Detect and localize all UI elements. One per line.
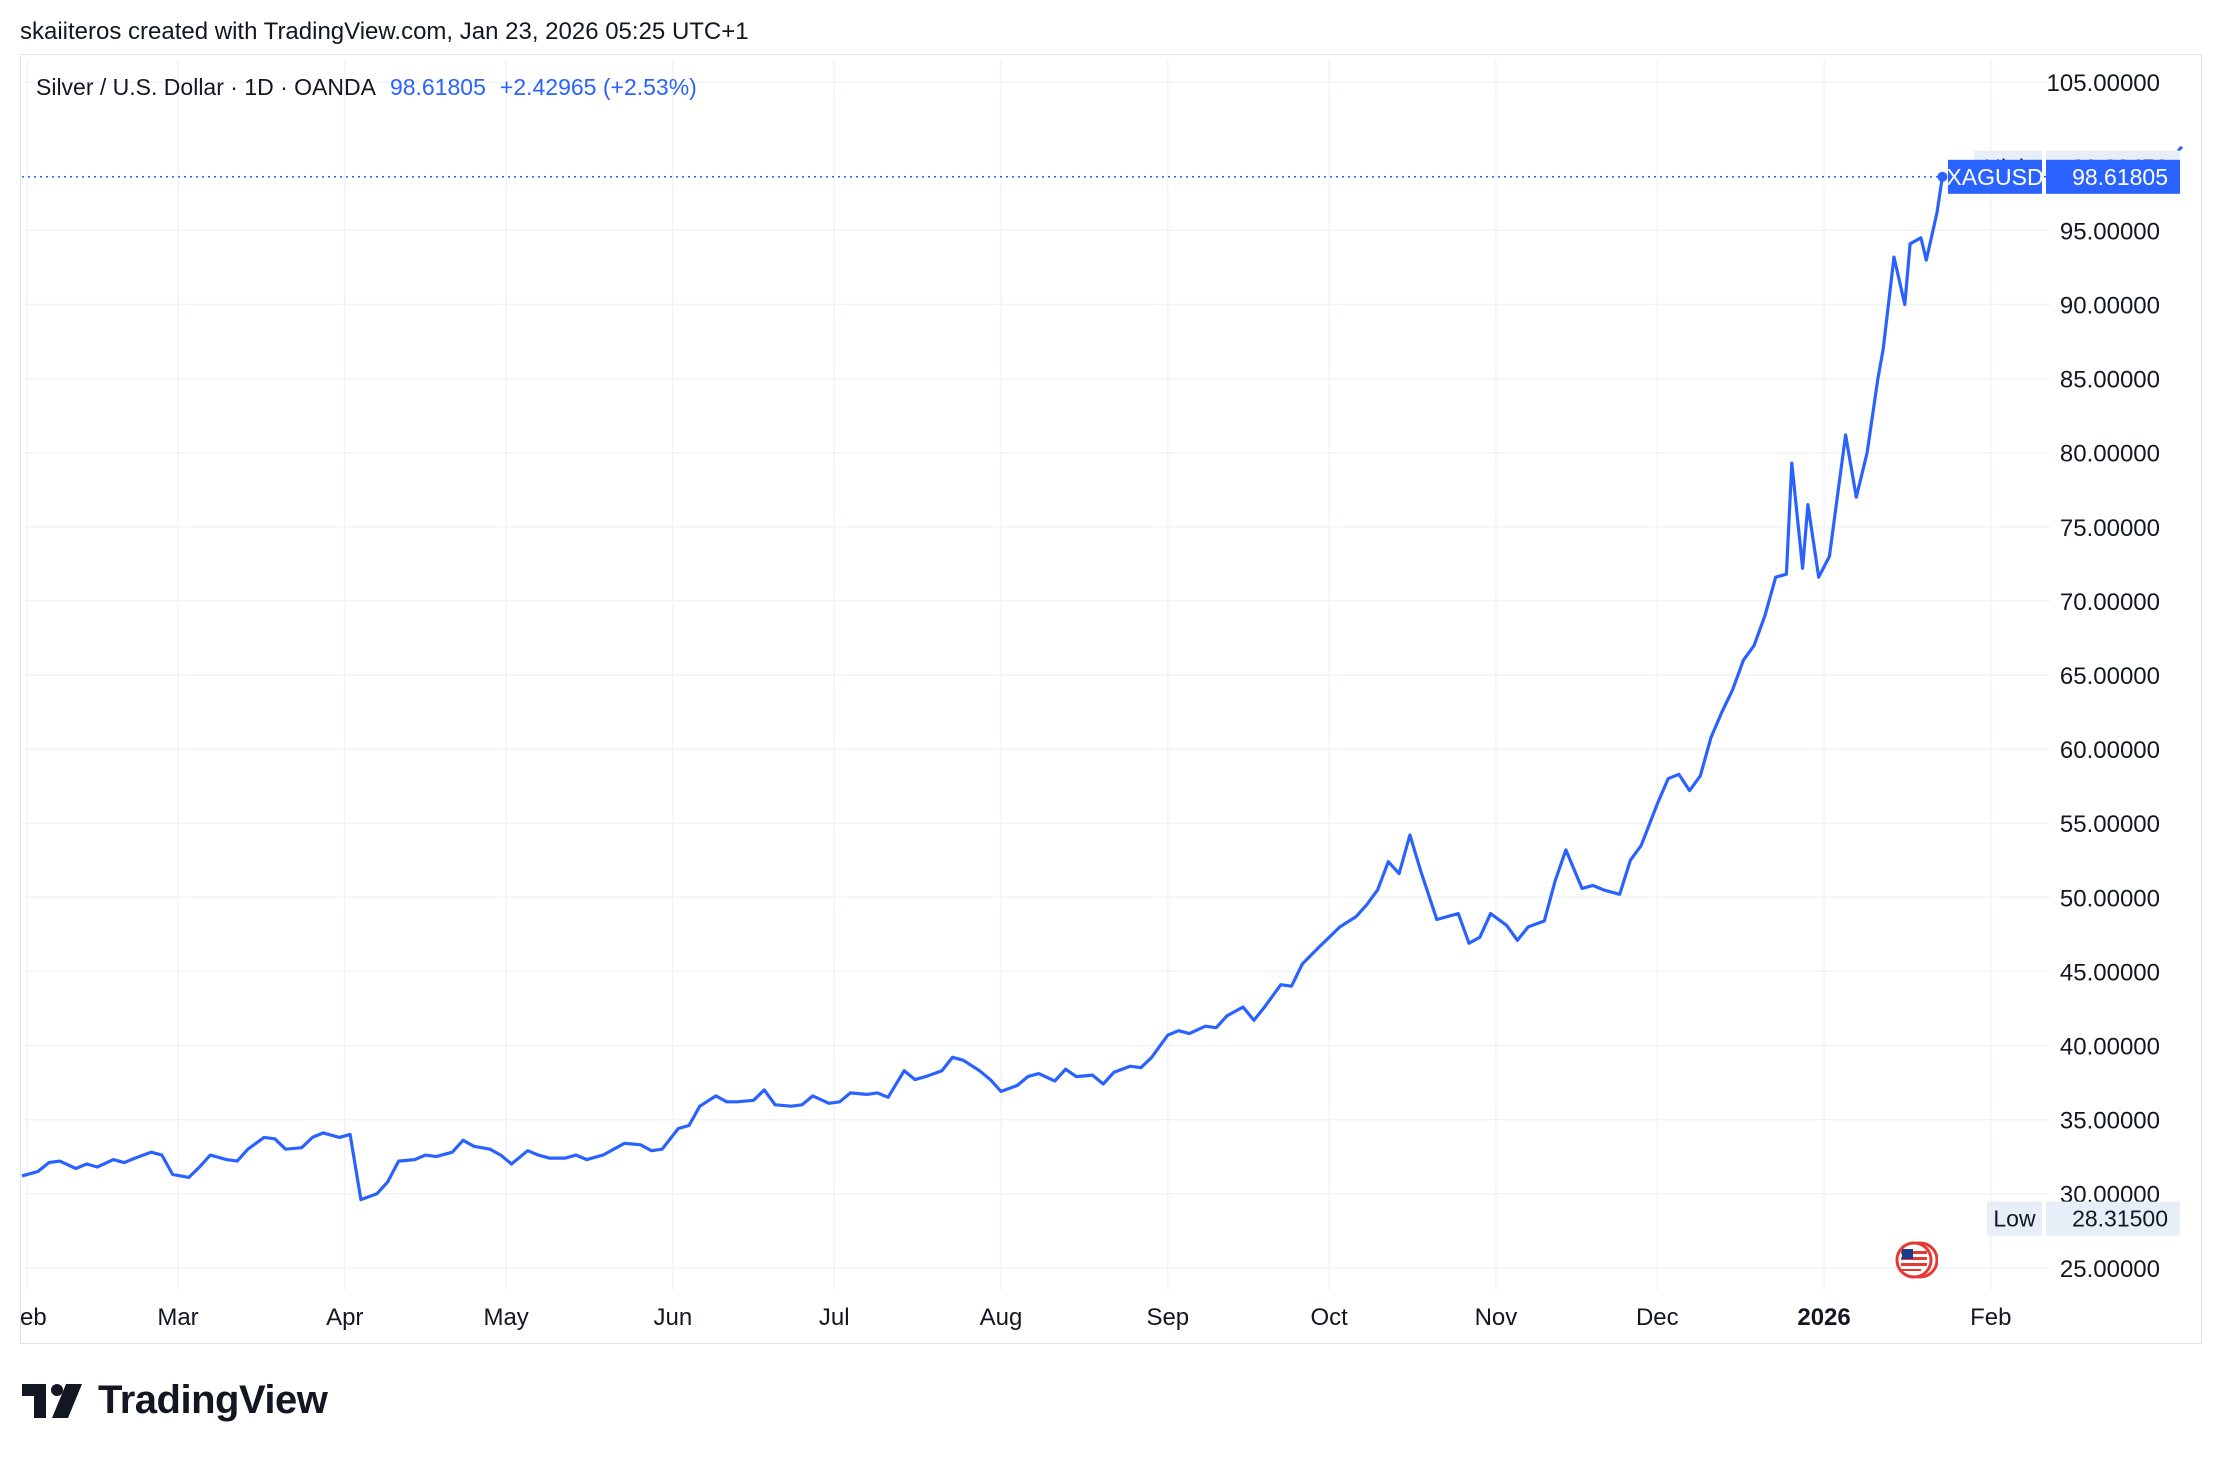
x-tick-label: Sep — [1146, 1304, 1189, 1331]
price-series-line[interactable] — [21, 176, 1944, 1202]
symbol-label[interactable]: Silver / U.S. Dollar · 1D · OANDA — [36, 74, 376, 100]
chart-legend: Silver / U.S. Dollar · 1D · OANDA 98.618… — [36, 74, 697, 101]
y-tick-label: 35.00000 — [2060, 1108, 2160, 1135]
legend-price: 98.61805 — [389, 74, 486, 100]
x-tick-label: Nov — [1475, 1304, 1518, 1331]
x-tick-label: Apr — [326, 1304, 363, 1331]
series-tail — [2176, 145, 2184, 152]
chart-frame — [20, 54, 2202, 1344]
y-tick-label: 60.00000 — [2060, 737, 2160, 764]
x-tick-label: Feb — [1970, 1304, 2011, 1331]
us-flag-economic-event-icon[interactable] — [1894, 1238, 1939, 1282]
y-tick-label: 50.00000 — [2060, 885, 2160, 912]
y-tick-label: 55.00000 — [2060, 811, 2160, 838]
x-tick-label: Mar — [157, 1304, 198, 1331]
last-price-tag-value: 98.61805 — [2072, 164, 2168, 190]
price-chart[interactable]: 105.00000 95.00000 90.00000 85.00000 80.0000… — [0, 0, 2222, 1380]
y-tick-label: 85.00000 — [2060, 367, 2160, 394]
x-tick-label: Jun — [654, 1304, 693, 1331]
low-tag-label: Low — [1993, 1206, 2036, 1232]
last-price-tag-label: XAGUSD — [1946, 164, 2043, 190]
y-tick-label: 80.00000 — [2060, 441, 2160, 468]
x-tick-label: Oct — [1311, 1304, 1349, 1331]
y-tick-label: 45.00000 — [2060, 959, 2160, 986]
last-price-tag-value-box — [2046, 159, 2180, 194]
x-tick-label: May — [483, 1304, 528, 1331]
y-tick-label: 95.00000 — [2060, 218, 2160, 245]
y-tick-label: 40.00000 — [2060, 1033, 2160, 1060]
x-tick-label: Aug — [980, 1304, 1023, 1331]
y-tick-label: 105.00000 — [2047, 70, 2160, 97]
last-price-tag-label-box — [1948, 159, 2042, 194]
x-tick-label: 2026 — [1797, 1304, 1850, 1331]
x-tick-label: eb — [20, 1304, 47, 1331]
last-price-dot — [1937, 171, 1948, 182]
y-tick-label: 90.00000 — [2060, 293, 2160, 320]
tradingview-logo-icon — [22, 1383, 82, 1418]
low-tag-value-box — [2046, 1201, 2180, 1236]
y-tick-label: 25.00000 — [2060, 1256, 2160, 1283]
low-tag-value: 28.31500 — [2072, 1206, 2168, 1232]
brand-wordmark: TradingView — [98, 1378, 328, 1422]
x-tick-label: Dec — [1636, 1304, 1679, 1331]
chart-credit: skaiiteros created with TradingView.com,… — [20, 18, 749, 45]
legend-change: +2.42965 (+2.53%) — [499, 74, 697, 100]
y-tick-label: 65.00000 — [2060, 663, 2160, 690]
tradingview-brand[interactable]: TradingView — [22, 1378, 328, 1423]
y-tick-label: 70.00000 — [2060, 589, 2160, 616]
x-tick-label: Jul — [819, 1304, 850, 1331]
y-tick-label: 75.00000 — [2060, 515, 2160, 542]
low-tag-label-box — [1987, 1201, 2042, 1236]
